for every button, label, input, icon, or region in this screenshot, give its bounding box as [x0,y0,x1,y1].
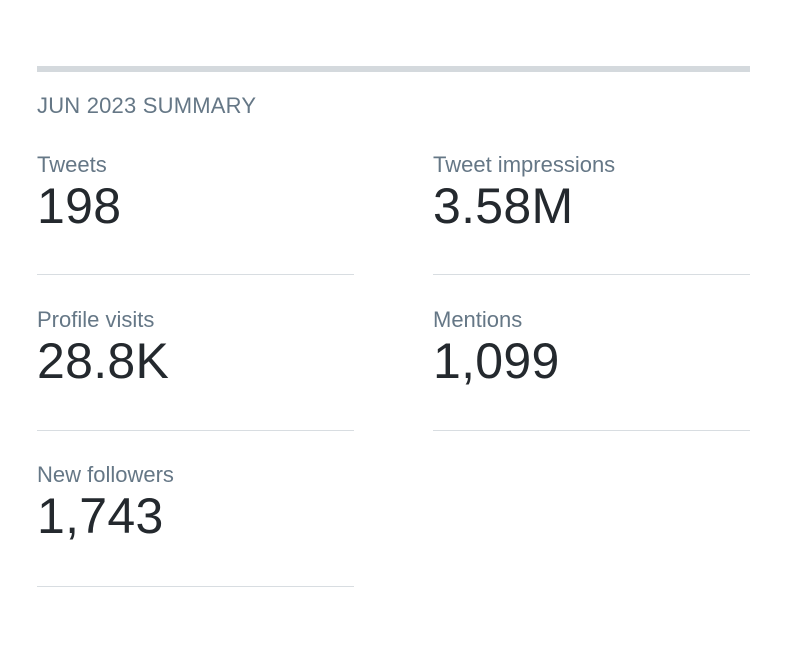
stat-tweets: Tweets 198 [37,152,354,275]
stat-value: 1,743 [37,488,164,544]
stat-label: Tweets [37,152,107,177]
stat-label: New followers [37,462,174,487]
stats-grid: Tweets 198 Tweet impressions 3.58M Profi… [37,121,750,641]
stat-value: 198 [37,178,122,234]
stat-value: 28.8K [37,333,170,389]
stat-mentions: Mentions 1,099 [433,307,750,431]
stat-new-followers: New followers 1,743 [37,462,354,587]
divider [433,430,750,431]
stat-value: 1,099 [433,333,560,389]
stat-label: Profile visits [37,307,155,332]
divider [37,586,354,587]
divider [37,274,354,275]
stat-profile-visits: Profile visits 28.8K [37,307,354,431]
stat-label: Mentions [433,307,523,332]
stat-label: Tweet impressions [433,152,616,177]
stat-tweet-impressions: Tweet impressions 3.58M [433,152,750,275]
divider [37,430,354,431]
summary-heading: JUN 2023 SUMMARY [37,93,257,118]
summary-card: JUN 2023 SUMMARY Tweets 198 Tweet impres… [37,66,750,641]
divider [433,274,750,275]
top-rule [37,66,750,72]
stat-value: 3.58M [433,178,574,234]
